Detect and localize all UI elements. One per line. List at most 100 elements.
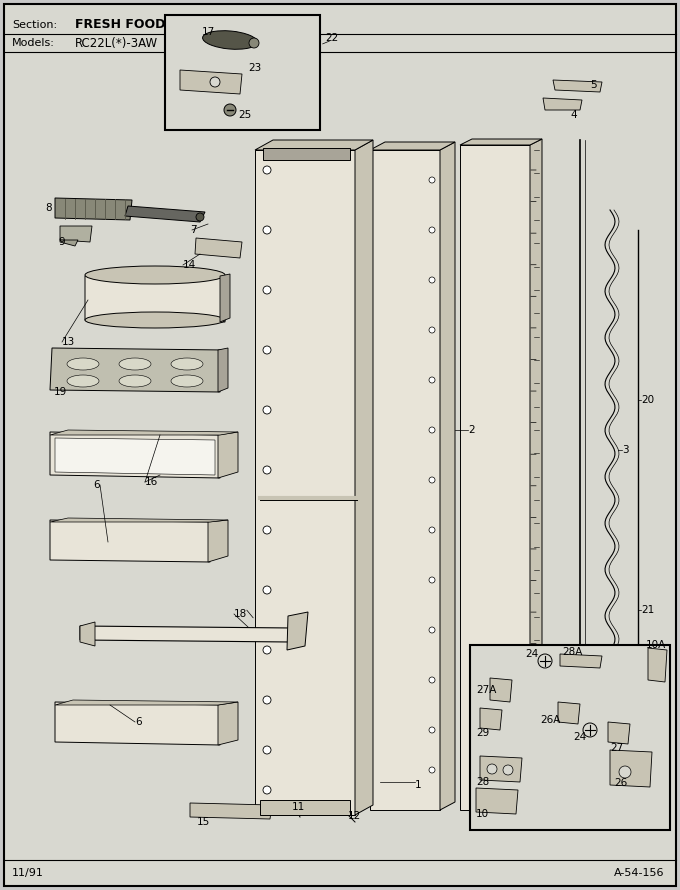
Circle shape: [503, 765, 513, 775]
Polygon shape: [85, 276, 225, 322]
Polygon shape: [218, 432, 238, 478]
Circle shape: [224, 104, 236, 116]
Polygon shape: [50, 348, 224, 392]
Polygon shape: [218, 348, 228, 392]
Text: 13: 13: [62, 337, 75, 347]
Circle shape: [429, 727, 435, 733]
Text: 8: 8: [45, 203, 52, 213]
Polygon shape: [190, 803, 272, 819]
Text: 16: 16: [145, 477, 158, 487]
Polygon shape: [80, 626, 293, 642]
Circle shape: [429, 677, 435, 683]
Polygon shape: [648, 648, 667, 682]
Bar: [470, 645, 670, 830]
Text: 28A: 28A: [562, 647, 582, 657]
Text: 9: 9: [58, 237, 65, 247]
Circle shape: [263, 696, 271, 704]
Ellipse shape: [171, 358, 203, 370]
Circle shape: [263, 226, 271, 234]
Circle shape: [429, 227, 435, 233]
Text: 17: 17: [202, 27, 216, 37]
Text: 26: 26: [614, 778, 627, 788]
Text: 7: 7: [190, 225, 197, 235]
Polygon shape: [440, 142, 455, 810]
Text: 24: 24: [573, 732, 586, 742]
Text: 25: 25: [238, 110, 251, 120]
Circle shape: [429, 177, 435, 183]
Text: FRESH FOOD DOOR: FRESH FOOD DOOR: [75, 19, 211, 31]
Circle shape: [210, 77, 220, 87]
Polygon shape: [55, 700, 238, 705]
Ellipse shape: [67, 358, 99, 370]
Circle shape: [263, 586, 271, 594]
Circle shape: [429, 477, 435, 483]
Polygon shape: [530, 139, 542, 810]
Polygon shape: [460, 139, 542, 145]
Polygon shape: [476, 788, 518, 814]
Ellipse shape: [203, 31, 258, 49]
Circle shape: [583, 723, 597, 737]
Polygon shape: [255, 140, 373, 150]
Circle shape: [249, 38, 259, 48]
Polygon shape: [50, 432, 220, 478]
Text: 1: 1: [415, 780, 422, 790]
Polygon shape: [220, 274, 230, 322]
Ellipse shape: [119, 375, 151, 387]
Circle shape: [429, 627, 435, 633]
Polygon shape: [55, 438, 215, 475]
Text: 28: 28: [476, 777, 489, 787]
Circle shape: [263, 466, 271, 474]
Text: 24: 24: [525, 649, 539, 659]
Polygon shape: [480, 756, 522, 782]
Polygon shape: [260, 800, 350, 815]
Text: 19: 19: [54, 387, 67, 397]
Polygon shape: [255, 150, 355, 815]
Text: A-54-156: A-54-156: [613, 868, 664, 878]
Text: 27: 27: [610, 743, 624, 753]
Text: 21: 21: [641, 605, 654, 615]
Polygon shape: [195, 238, 242, 258]
Polygon shape: [125, 206, 205, 222]
Circle shape: [263, 746, 271, 754]
Circle shape: [487, 764, 497, 774]
Polygon shape: [355, 140, 373, 815]
Circle shape: [429, 577, 435, 583]
Polygon shape: [60, 240, 78, 246]
Text: 11/91: 11/91: [12, 868, 44, 878]
Polygon shape: [480, 708, 502, 730]
Circle shape: [196, 213, 204, 221]
Polygon shape: [543, 98, 582, 110]
Text: 29: 29: [476, 728, 489, 738]
Polygon shape: [55, 702, 222, 745]
Ellipse shape: [85, 312, 225, 328]
Polygon shape: [553, 80, 602, 92]
Circle shape: [538, 654, 552, 668]
Circle shape: [619, 766, 631, 778]
Text: 14: 14: [183, 260, 197, 270]
Circle shape: [263, 646, 271, 654]
Text: Section:: Section:: [12, 20, 57, 30]
Text: 6: 6: [135, 717, 141, 727]
Polygon shape: [558, 702, 580, 724]
Circle shape: [429, 327, 435, 333]
Ellipse shape: [67, 375, 99, 387]
Circle shape: [263, 526, 271, 534]
Ellipse shape: [119, 358, 151, 370]
Circle shape: [429, 277, 435, 283]
Ellipse shape: [85, 266, 225, 284]
Polygon shape: [490, 678, 512, 702]
Polygon shape: [208, 520, 228, 562]
Polygon shape: [460, 145, 530, 810]
Polygon shape: [50, 518, 228, 522]
Circle shape: [263, 406, 271, 414]
Circle shape: [263, 786, 271, 794]
Polygon shape: [560, 654, 602, 668]
Circle shape: [429, 767, 435, 773]
Text: 15: 15: [197, 817, 210, 827]
Text: 22: 22: [325, 33, 338, 43]
Circle shape: [429, 377, 435, 383]
Text: 4: 4: [570, 110, 577, 120]
Text: 20: 20: [641, 395, 654, 405]
Ellipse shape: [171, 375, 203, 387]
Polygon shape: [80, 622, 95, 646]
